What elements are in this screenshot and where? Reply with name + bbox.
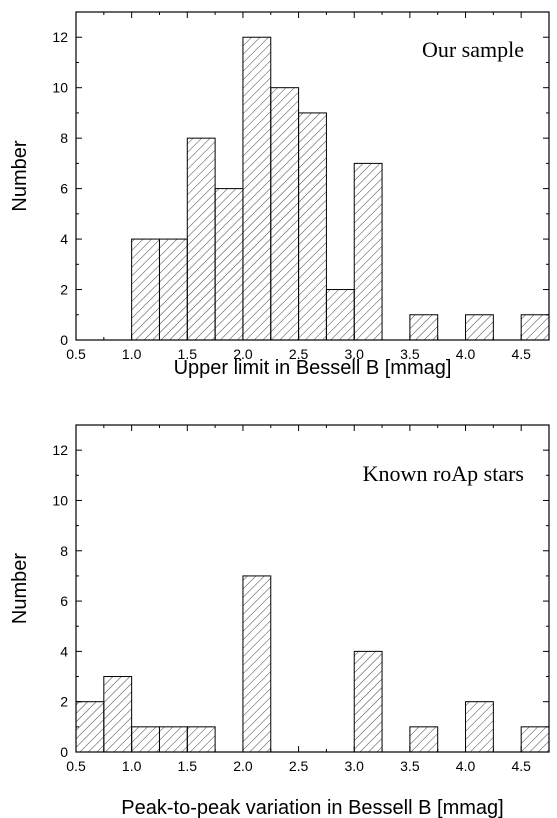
x-axis-title: Peak-to-peak variation in Bessell B [mma… — [121, 797, 503, 818]
x-tick-label: 4.5 — [511, 346, 531, 362]
histogram-bar — [325, 289, 355, 341]
histogram-bar — [158, 726, 188, 753]
x-tick-label: 3.0 — [345, 346, 365, 362]
x-tick-label: 3.5 — [400, 346, 420, 362]
plot-frame — [75, 11, 550, 341]
y-tick-label: 0 — [60, 332, 68, 348]
y-tick-label: 8 — [60, 543, 68, 559]
histogram-bar — [131, 238, 160, 341]
y-axis-title: Number — [9, 140, 31, 211]
x-tick-label: 3.0 — [345, 758, 365, 774]
histogram-bar — [242, 36, 272, 341]
histogram-bar — [409, 726, 439, 753]
plot-frame — [75, 424, 550, 753]
x-tick-label: 0.5 — [66, 758, 86, 774]
y-tick-label: 6 — [60, 181, 68, 197]
y-tick-label: 2 — [60, 694, 68, 710]
bottom-histogram-panel: 0.5 1.0 1.5 2.0 2.5 3.0 3.5 4.0 4.5 0 2 4 6 8 10 12 Peak… — [9, 424, 550, 818]
histogram-bar — [520, 726, 550, 753]
histogram-bar — [298, 112, 327, 341]
histogram-bar — [242, 575, 272, 753]
x-tick-label: 2.5 — [289, 346, 309, 362]
histogram-bar — [270, 87, 300, 341]
panel-label: Our sample — [422, 37, 524, 62]
histogram-bar — [103, 676, 133, 753]
x-tick-label: 3.5 — [400, 758, 420, 774]
histogram-bar — [353, 162, 383, 341]
x-tick-label: 4.0 — [456, 346, 476, 362]
x-tick-label: 2.0 — [233, 346, 253, 362]
histogram-bar — [353, 650, 383, 753]
histogram-bar — [186, 726, 216, 753]
y-tick-label: 8 — [60, 130, 68, 146]
y-tick-label: 0 — [60, 744, 68, 760]
panel-label: Known roAp stars — [363, 461, 524, 486]
x-tick-label: 1.5 — [178, 758, 198, 774]
y-tick-label: 4 — [60, 231, 68, 247]
histogram-bar — [465, 314, 494, 341]
x-tick-label: 4.0 — [456, 758, 476, 774]
histogram-bar — [465, 701, 494, 753]
x-tick-label: 2.0 — [233, 758, 253, 774]
x-tick-label: 1.0 — [122, 758, 142, 774]
histogram-bar — [186, 137, 216, 341]
x-axis-title: Upper limit in Bessell B [mmag] — [174, 357, 452, 379]
x-tick-label: 1.5 — [178, 346, 198, 362]
x-tick-label: 4.5 — [511, 758, 531, 774]
y-axis-title: Number — [9, 553, 31, 624]
y-tick-label: 6 — [60, 593, 68, 609]
y-tick-label: 2 — [60, 282, 68, 298]
histogram-bar — [75, 701, 105, 753]
x-tick-label: 2.5 — [289, 758, 309, 774]
histogram-bar — [409, 314, 439, 341]
y-tick-label: 10 — [52, 492, 68, 508]
x-tick-label: 0.5 — [66, 346, 86, 362]
y-tick-label: 12 — [52, 442, 68, 458]
histogram-bar — [131, 726, 160, 753]
x-tick-label: 1.0 — [122, 346, 142, 362]
histogram-bar — [214, 188, 244, 341]
y-tick-label: 12 — [52, 29, 68, 45]
histogram-bar — [158, 238, 188, 341]
y-tick-label: 4 — [60, 643, 68, 659]
top-histogram-panel: 0.5 1.0 1.5 2.0 2.5 3.0 3.5 4.0 4.5 0 2 4 6 8 10 12 Uppe… — [9, 11, 550, 379]
histogram-bar — [520, 314, 550, 341]
y-tick-label: 10 — [52, 80, 68, 96]
